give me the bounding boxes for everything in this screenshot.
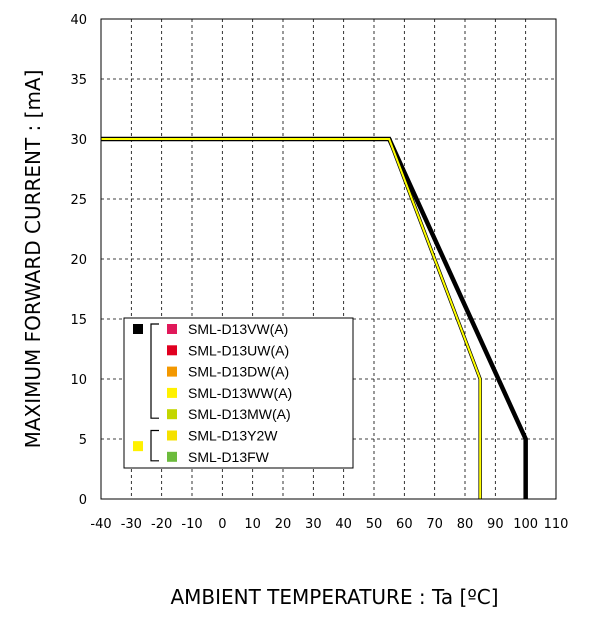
legend: SML-D13VW(A) SML-D13UW(A) SML-D13DW(A) SML-… <box>124 318 353 468</box>
legend-label: SML-D13MW(A) <box>188 406 291 422</box>
x-tick-label: 80 <box>457 517 474 532</box>
y-tick-label: 30 <box>70 133 87 148</box>
x-tick-label: 30 <box>305 517 322 532</box>
legend-label: SML-D13VW(A) <box>188 321 288 337</box>
x-tick-label: 0 <box>218 517 226 532</box>
y-tick-label: 25 <box>70 193 87 208</box>
x-tick-label: 10 <box>244 517 261 532</box>
x-tick-label: -10 <box>181 517 202 532</box>
legend-swatch <box>167 431 177 441</box>
x-tick-label: -40 <box>90 517 111 532</box>
x-tick-label: 90 <box>487 517 504 532</box>
legend-swatch <box>167 388 177 398</box>
x-tick-label: 20 <box>275 517 292 532</box>
legend-label: SML-D13WW(A) <box>188 385 292 401</box>
legend-swatch <box>167 345 177 355</box>
x-tick-label: 110 <box>544 517 569 532</box>
y-tick-label: 20 <box>70 253 87 268</box>
legend-swatch <box>167 324 177 334</box>
y-axis-title: MAXIMUM FORWARD CURRENT : [mA] <box>21 70 45 449</box>
x-tick-label: -20 <box>151 517 172 532</box>
y-tick-label: 10 <box>70 373 87 388</box>
x-tick-labels: -40 -30 -20 -10 0 10 20 30 40 50 60 70 80 90 100 110 <box>90 517 568 532</box>
y-tick-label: 15 <box>70 313 87 328</box>
legend-group-marker <box>133 441 143 451</box>
y-tick-labels: 0 5 10 15 20 25 30 35 40 <box>70 13 87 508</box>
legend-label: SML-D13DW(A) <box>188 364 289 380</box>
legend-swatch <box>167 409 177 419</box>
x-tick-label: 40 <box>335 517 352 532</box>
y-tick-label: 40 <box>70 13 87 28</box>
legend-label: SML-D13FW <box>188 449 270 465</box>
legend-swatch <box>167 452 177 462</box>
x-tick-label: 70 <box>426 517 443 532</box>
y-tick-label: 5 <box>79 433 87 448</box>
legend-group-marker <box>133 324 143 334</box>
y-tick-label: 35 <box>70 73 87 88</box>
x-tick-label: 60 <box>396 517 413 532</box>
x-tick-label: 100 <box>513 517 538 532</box>
legend-swatch <box>167 367 177 377</box>
x-tick-label: -30 <box>121 517 142 532</box>
y-tick-label: 0 <box>79 493 87 508</box>
legend-label: SML-D13Y2W <box>188 428 278 444</box>
x-axis-title: AMBIENT TEMPERATURE : Ta [ºC] <box>170 585 498 609</box>
x-tick-label: 50 <box>366 517 383 532</box>
legend-label: SML-D13UW(A) <box>188 342 289 358</box>
